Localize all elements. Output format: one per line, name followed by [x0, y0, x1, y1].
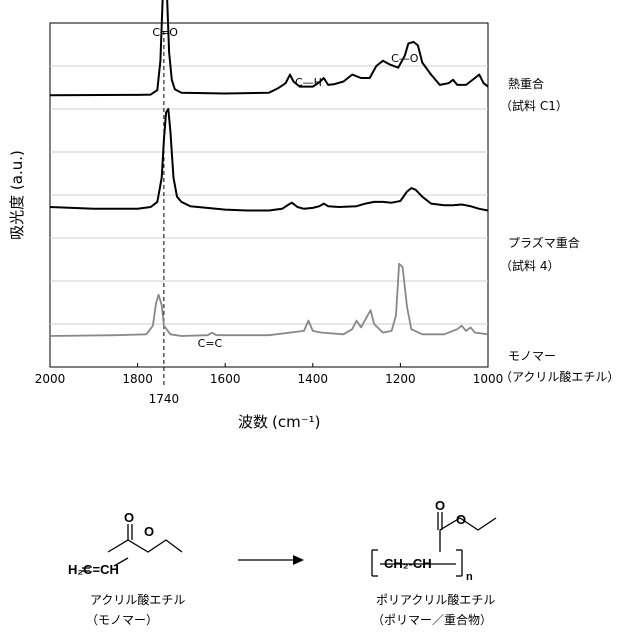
polymer-formula: CH₂-CH [384, 556, 432, 571]
series-labels: 熱重合 （試料 C1） プラズマ重合 （試料 4） モノマー （アクリル酸エチル） [500, 76, 619, 384]
x-axis-unit: (cm⁻¹) [272, 413, 321, 431]
series-label: （試料 C1） [500, 98, 568, 113]
x-tick-label: 1000 [473, 372, 504, 386]
x-axis-title: 波数 [238, 413, 268, 431]
series-label: 熱重合 [508, 76, 544, 91]
x-ticks: 2000 1800 1600 1400 1200 1000 [35, 363, 504, 386]
series-layer [50, 0, 488, 336]
peak-annotation: C—O [391, 52, 419, 65]
peak-annotation: C=O [152, 26, 178, 39]
x-tick-label: 1400 [298, 372, 329, 386]
peak-annotation: C—H [295, 76, 322, 89]
polymer-carbonyl-oxygen: O [435, 498, 445, 513]
monomer-ester-oxygen: O [144, 524, 154, 539]
monomer-name-sub: （モノマー） [86, 613, 158, 627]
monomer-formula: H₂C=CH [68, 562, 119, 577]
polymer-name-sub: （ポリマー／重合物） [372, 612, 492, 627]
series-label: （アクリル酸エチル） [500, 369, 619, 384]
x-tick-label: 1800 [122, 372, 153, 386]
series-label: プラズマ重合 [508, 235, 580, 250]
reaction-arrow [238, 555, 304, 565]
series-line-1 [50, 0, 488, 95]
y-axis-title: 吸光度 (a.u.) [8, 150, 26, 240]
series-label: （試料 4） [500, 258, 559, 273]
series-label: モノマー [508, 349, 556, 363]
series-line-3 [50, 264, 488, 336]
x-tick-label: 2000 [35, 372, 66, 386]
polymer-name: ポリアクリル酸エチル [376, 592, 495, 607]
reference-line-label: 1740 [149, 392, 180, 406]
x-tick-label: 1200 [385, 372, 416, 386]
monomer-carbonyl-oxygen: O [124, 510, 134, 525]
polymer-repeat-subscript: n [466, 571, 473, 583]
x-tick-label: 1600 [210, 372, 241, 386]
peak-annotation: C=C [198, 337, 223, 350]
peak-annotations: C=O C—H C—O C=C [152, 26, 418, 350]
monomer-name: アクリル酸エチル [90, 592, 185, 607]
grid-lines [50, 66, 488, 324]
polymer-ester-oxygen: O [456, 512, 466, 527]
